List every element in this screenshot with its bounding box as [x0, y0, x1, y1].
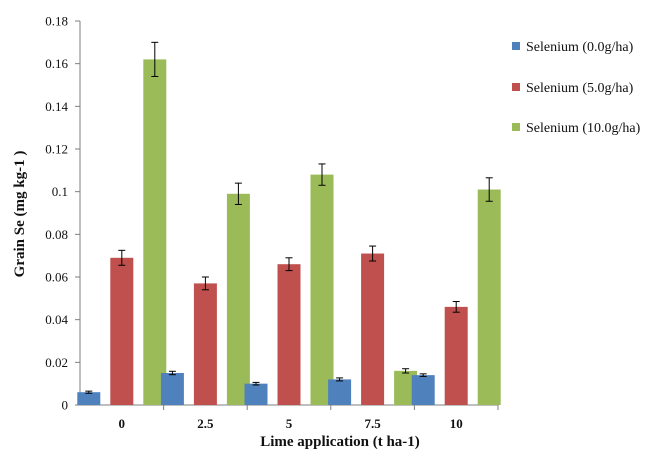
- y-tick-label: 0.1: [52, 184, 68, 199]
- legend-swatch: [512, 83, 520, 91]
- bar: [310, 174, 334, 405]
- bar: [226, 193, 250, 405]
- bar: [110, 257, 134, 405]
- x-axis-title: Lime application (t ha-1): [260, 434, 420, 450]
- y-tick-label: 0.16: [45, 56, 68, 71]
- bar: [477, 189, 501, 405]
- x-tick-label: 2.5: [197, 416, 214, 431]
- y-tick-label: 0.02: [45, 355, 68, 370]
- legend-swatch: [512, 42, 520, 50]
- bar: [244, 383, 268, 405]
- bar: [77, 392, 101, 405]
- bar: [444, 306, 468, 405]
- bar: [277, 264, 301, 405]
- y-tick-label: 0.06: [45, 270, 68, 285]
- legend-swatch: [512, 123, 520, 131]
- x-tick-label: 5: [286, 416, 293, 431]
- legend-label: Selenium (0.0g/ha): [526, 40, 634, 55]
- bar: [394, 370, 418, 405]
- x-tick-label: 0: [119, 416, 126, 431]
- x-axis-ticks: 0 2.5 5 7.5 10: [119, 405, 499, 431]
- y-tick-label: 0.14: [45, 99, 68, 114]
- y-tick-label: 0.04: [45, 312, 68, 327]
- y-tick-label: 0.08: [45, 227, 68, 242]
- bar: [193, 283, 217, 405]
- legend-label: Selenium (5.0g/ha): [526, 81, 634, 96]
- bars: [77, 59, 501, 406]
- error-bars: [85, 41, 493, 394]
- y-tick-label: 0.12: [45, 142, 68, 157]
- y-tick-label: 0: [62, 398, 69, 413]
- bar: [411, 375, 435, 405]
- x-tick-label: 10: [450, 416, 463, 431]
- legend: Selenium (0.0g/ha) Selenium (5.0g/ha) Sele…: [512, 40, 641, 136]
- legend-label: Selenium (10.0g/ha): [526, 121, 641, 136]
- y-tick-label: 0.18: [45, 14, 68, 29]
- bar: [361, 253, 385, 405]
- bar: [160, 373, 184, 405]
- bar: [328, 379, 352, 405]
- y-axis-ticks: 0 0.02 0.04 0.06 0.08 0.1 0.12 0.14 0.16 0.18: [45, 14, 80, 413]
- bar: [143, 59, 167, 406]
- x-tick-label: 7.5: [364, 416, 381, 431]
- y-axis-title: Grain Se (mg kg-1 ): [12, 151, 28, 278]
